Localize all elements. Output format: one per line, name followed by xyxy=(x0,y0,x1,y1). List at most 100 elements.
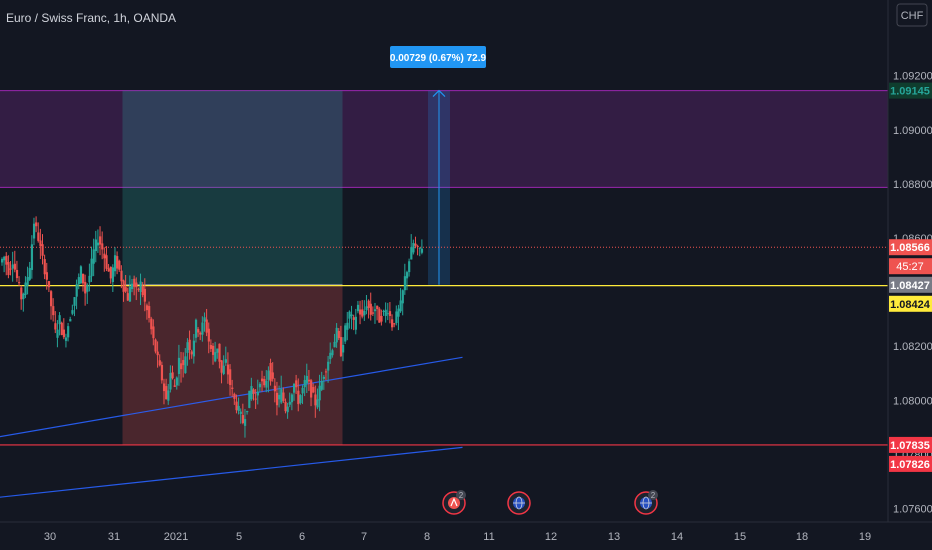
candle-body xyxy=(3,256,6,261)
candle-body xyxy=(307,379,311,382)
svg-text:1.07826: 1.07826 xyxy=(890,459,930,471)
risk-reward-loss-area[interactable] xyxy=(122,284,343,445)
candle-body xyxy=(275,392,279,406)
candle-body xyxy=(327,361,330,371)
candle-body xyxy=(271,372,274,379)
svg-text:1.08566: 1.08566 xyxy=(890,242,930,254)
trendline-lower[interactable] xyxy=(0,446,463,502)
svg-text:1.08427: 1.08427 xyxy=(890,280,930,292)
candle-body xyxy=(335,327,338,343)
candle-body xyxy=(231,387,234,389)
candle-body xyxy=(246,411,249,413)
candle-body xyxy=(352,317,355,320)
candle-body xyxy=(92,249,95,264)
candle-body xyxy=(233,393,236,399)
candle-body xyxy=(71,310,74,314)
candle-body xyxy=(107,268,110,272)
candle-body xyxy=(365,306,368,311)
resistance-zone[interactable] xyxy=(0,90,888,188)
risk-reward-profit-area[interactable] xyxy=(122,90,343,285)
price-axis[interactable]: 1.076001.078001.080001.082001.086001.088… xyxy=(893,71,932,516)
currency-button[interactable]: CHF xyxy=(896,3,928,27)
time-tick-label: 12 xyxy=(545,531,557,543)
candle-body xyxy=(316,399,319,408)
candle-body xyxy=(148,306,151,318)
candle-body xyxy=(9,268,12,270)
candle-body xyxy=(190,351,193,355)
candles-layer xyxy=(1,216,424,438)
candle-body xyxy=(241,415,245,424)
candle-body xyxy=(15,269,19,279)
trendline-upper[interactable] xyxy=(0,356,463,444)
candle-body xyxy=(220,360,223,373)
price-tick-label: 1.09000 xyxy=(893,125,932,137)
candle-body xyxy=(284,401,287,412)
candle-body xyxy=(282,392,285,401)
candle-body xyxy=(165,386,168,400)
candle-body xyxy=(292,383,296,393)
candle-body xyxy=(273,385,277,392)
candle-body xyxy=(141,286,144,296)
measure-label: 0.00729 (0.67%) 72.9 xyxy=(390,46,487,68)
candle-body xyxy=(167,390,170,401)
time-axis[interactable]: 30 31 2021 5 6 7 8 11 12 13 14 15 18 19 xyxy=(44,531,871,543)
candle-body xyxy=(280,389,283,403)
candle-body xyxy=(356,304,360,312)
candle-body xyxy=(75,284,78,297)
globe-icon[interactable] xyxy=(507,491,531,515)
candle-body xyxy=(414,243,417,246)
time-tick-label: 6 xyxy=(299,531,305,543)
candle-body xyxy=(22,293,25,300)
candle-body xyxy=(64,337,68,341)
candle-body xyxy=(312,387,315,393)
candle-body xyxy=(169,373,172,390)
candle-body xyxy=(50,291,53,307)
earnings-icon[interactable]: 2 xyxy=(442,490,466,515)
candle-body xyxy=(258,383,262,388)
time-tick-label: 30 xyxy=(44,531,56,543)
price-tag-countdown: 45:27 xyxy=(889,258,932,275)
candle-body xyxy=(314,394,317,406)
svg-text:1.07835: 1.07835 xyxy=(890,440,930,452)
candle-body xyxy=(342,344,345,353)
candle-body xyxy=(113,255,117,272)
candle-body xyxy=(250,386,253,400)
svg-text:1.09145: 1.09145 xyxy=(890,86,930,98)
time-tick-label: 8 xyxy=(424,531,430,543)
time-tick-label: 31 xyxy=(108,531,120,543)
candle-body xyxy=(384,309,387,317)
candle-body xyxy=(337,330,340,339)
candle-body xyxy=(45,272,48,280)
candle-body xyxy=(160,364,164,381)
candle-body xyxy=(145,305,149,311)
candle-body xyxy=(331,350,334,356)
candle-body xyxy=(256,391,259,396)
measure-arrow-head xyxy=(432,89,446,98)
candle-body xyxy=(35,222,38,227)
candle-body xyxy=(410,247,413,260)
globe-icon[interactable]: 2 xyxy=(634,490,658,515)
candle-body xyxy=(416,245,419,247)
candle-body xyxy=(297,390,300,405)
candle-body xyxy=(116,256,119,269)
svg-text:1.08424: 1.08424 xyxy=(890,299,931,311)
candle-body xyxy=(361,309,364,317)
candle-body xyxy=(105,255,108,269)
candle-body xyxy=(28,268,31,280)
candle-body xyxy=(77,277,80,285)
candle-body xyxy=(252,389,255,394)
time-tick-label: 14 xyxy=(671,531,683,543)
price-tag-upper-zone: 1.09145 xyxy=(889,82,932,99)
candle-body xyxy=(58,315,61,325)
candle-body xyxy=(137,288,140,290)
candle-body xyxy=(243,419,247,426)
candle-body xyxy=(239,411,242,414)
candle-body xyxy=(143,288,146,302)
price-tick-label: 1.08800 xyxy=(893,179,932,191)
candle-body xyxy=(369,303,372,315)
candle-body xyxy=(73,297,76,306)
time-tick-label: 2021 xyxy=(164,531,188,543)
candle-body xyxy=(261,378,264,382)
